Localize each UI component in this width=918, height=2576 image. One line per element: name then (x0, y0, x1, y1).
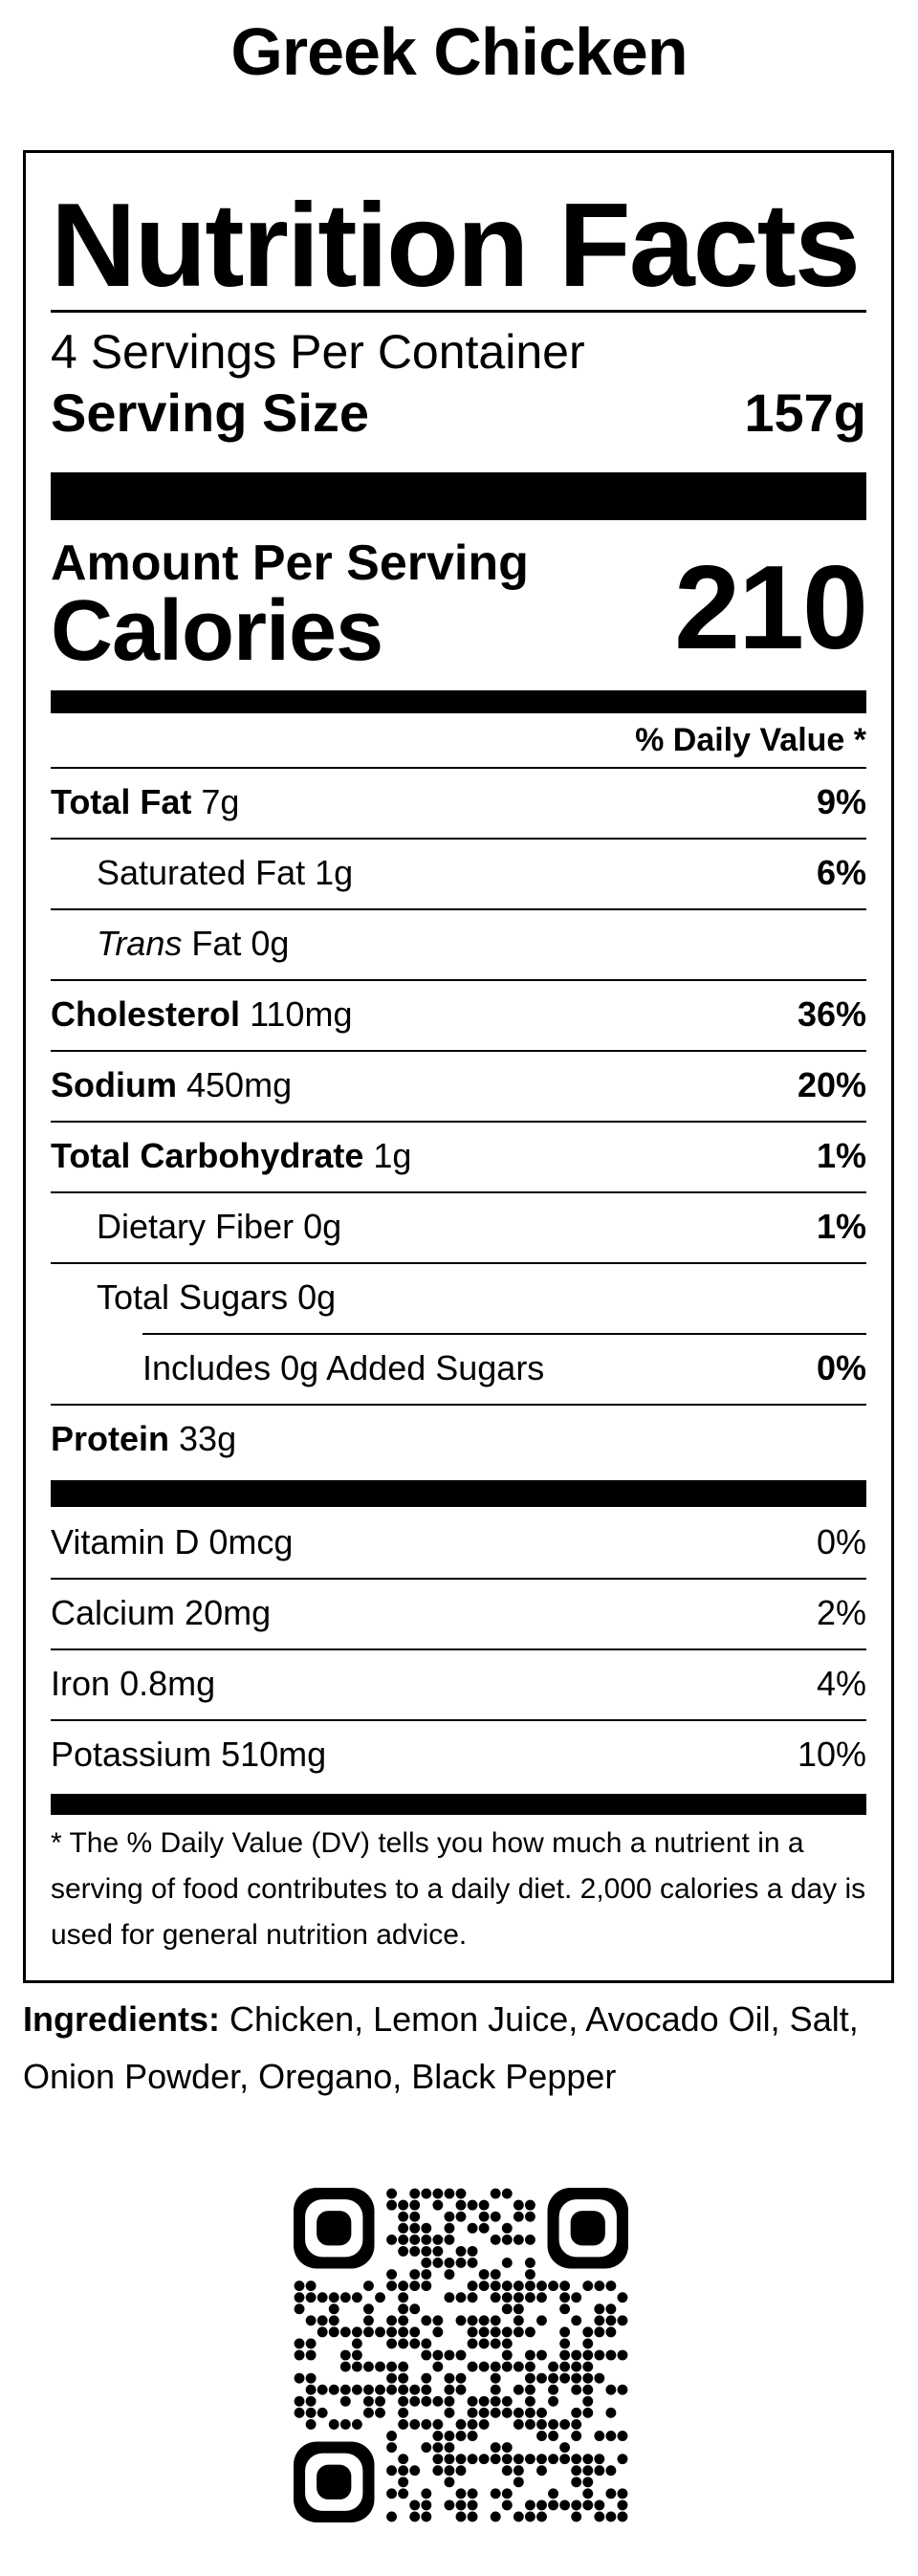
nutrient-row-added-sugars: Includes 0g Added Sugars 0% (51, 1335, 866, 1402)
nutrient-name: Saturated Fat (97, 853, 306, 892)
nutrient-name: Dietary Fiber (97, 1207, 295, 1246)
nutrient-name: Total Carbohydrate (51, 1136, 364, 1175)
nutrient-row-total-fat: Total Fat 7g 9% (51, 769, 866, 836)
nutrition-facts-label: Nutrition Facts 4 Servings Per Container… (23, 150, 894, 1983)
nutrient-name: Includes 0g Added Sugars (142, 1348, 545, 1387)
nutrient-row-protein: Protein 33g (51, 1406, 866, 1473)
daily-value-header-text: % Daily Value * (635, 721, 866, 758)
nutrient-amount: 0g (303, 1207, 342, 1246)
daily-value-footnote: * The % Daily Value (DV) tells you how m… (51, 1827, 866, 1951)
ingredients-label: Ingredients: (23, 1999, 221, 2039)
nutrient-dv: 20% (797, 1065, 866, 1104)
divider (51, 1648, 866, 1650)
serving-size-value: 157g (744, 382, 866, 443)
nutrient-row-sodium: Sodium 450mg 20% (51, 1052, 866, 1119)
amount-per-serving-label: Amount Per Serving (51, 535, 529, 591)
medium-divider (51, 1794, 866, 1815)
nutrient-dv: 0% (816, 1348, 866, 1387)
vitamin-amount: 0mcg (208, 1522, 294, 1561)
divider (51, 979, 866, 981)
thick-divider (51, 472, 866, 520)
divider (51, 1719, 866, 1721)
divider (51, 310, 866, 313)
divider (142, 1333, 866, 1335)
calories-label: Calories (51, 583, 383, 679)
nutrient-name: Cholesterol (51, 994, 241, 1034)
nutrient-name: Fat (191, 924, 242, 963)
vitamin-dv: 4% (816, 1664, 866, 1703)
nutrient-amount: 0g (297, 1277, 337, 1317)
nutrient-row-trans-fat: Trans Fat 0g (51, 910, 866, 977)
vitamin-dv: 2% (816, 1593, 866, 1632)
vitamin-row-potassium: Potassium 510mg 10% (51, 1721, 866, 1788)
nutrient-name: Total Sugars (97, 1277, 289, 1317)
vitamin-amount: 20mg (185, 1593, 272, 1632)
divider (51, 838, 866, 840)
nutrient-row-dietary-fiber: Dietary Fiber 0g 1% (51, 1193, 866, 1260)
serving-size-label: Serving Size (51, 382, 370, 443)
divider (51, 908, 866, 910)
vitamin-row-vitamin-d: Vitamin D 0mcg 0% (51, 1509, 866, 1576)
nutrient-row-total-carbohydrate: Total Carbohydrate 1g 1% (51, 1123, 866, 1190)
vitamin-row-iron: Iron 0.8mg 4% (51, 1650, 866, 1717)
ingredients-text: Chicken, Lemon Juice, Avocado Oil, Salt,… (23, 1999, 859, 2096)
nutrient-dv: 36% (797, 994, 866, 1034)
vitamin-name: Potassium (51, 1735, 212, 1774)
nutrient-amount: 1g (373, 1136, 412, 1175)
nutrient-row-total-sugars: Total Sugars 0g (51, 1264, 866, 1331)
vitamin-amount: 0.8mg (120, 1664, 216, 1703)
nutrient-row-saturated-fat: Saturated Fat 1g 6% (51, 840, 866, 906)
nutrient-name-italic: Trans (97, 924, 183, 963)
vitamin-dv: 0% (816, 1522, 866, 1561)
nutrient-amount: 0g (251, 924, 290, 963)
nutrient-dv: 1% (816, 1136, 866, 1175)
medium-divider (51, 690, 866, 713)
nutrient-amount: 450mg (186, 1065, 293, 1104)
vitamin-dv: 10% (797, 1735, 866, 1774)
medium-divider (51, 1480, 866, 1507)
divider (51, 1050, 866, 1052)
nutrient-amount: 1g (315, 853, 354, 892)
vitamin-row-calcium: Calcium 20mg 2% (51, 1580, 866, 1647)
divider (51, 1191, 866, 1193)
amount-per-serving: Amount Per Serving (51, 534, 866, 593)
nutrient-name: Sodium (51, 1065, 177, 1104)
vitamin-name: Calcium (51, 1593, 176, 1632)
divider (51, 1578, 866, 1580)
servings-text: 4 Servings Per Container (51, 325, 585, 379)
divider (51, 1121, 866, 1123)
nutrient-dv: 6% (816, 853, 866, 892)
calories-value: 210 (674, 542, 868, 674)
nutrient-amount: 110mg (250, 994, 353, 1034)
nutrient-row-cholesterol: Cholesterol 110mg 36% (51, 981, 866, 1048)
nutrient-amount: 7g (201, 782, 240, 821)
serving-size-row: Serving Size 157g (51, 381, 866, 444)
nutrient-dv: 1% (816, 1207, 866, 1246)
nutrition-facts-heading: Nutrition Facts (51, 180, 861, 312)
divider (51, 1262, 866, 1264)
vitamin-name: Vitamin D (51, 1522, 200, 1561)
ingredients-statement: Ingredients: Chicken, Lemon Juice, Avoca… (23, 1991, 895, 2106)
divider (51, 1404, 866, 1406)
qr-code-icon (294, 2188, 628, 2522)
recipe-title: Greek Chicken (230, 14, 688, 89)
vitamin-name: Iron (51, 1664, 111, 1703)
nutrient-name: Protein (51, 1419, 170, 1458)
servings-per-container: 4 Servings Per Container (51, 323, 866, 381)
daily-value-header: % Daily Value * (51, 714, 866, 766)
divider (51, 767, 866, 769)
nutrient-name: Total Fat (51, 782, 192, 821)
nutrient-amount: 33g (179, 1419, 237, 1458)
vitamin-amount: 510mg (221, 1735, 327, 1774)
nutrient-dv: 9% (816, 782, 866, 821)
